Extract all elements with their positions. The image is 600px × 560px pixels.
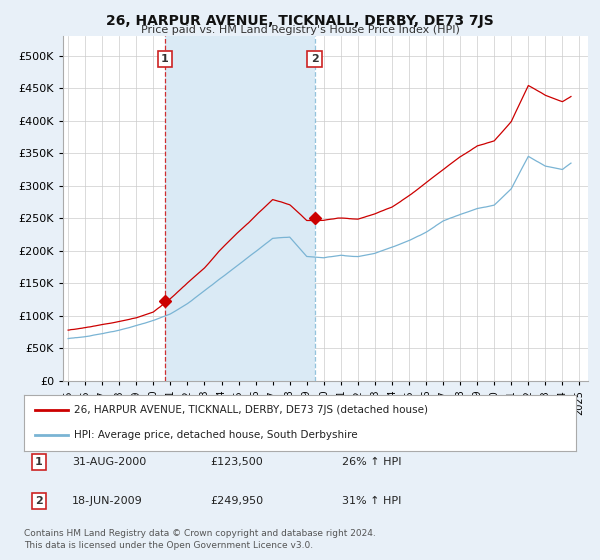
Text: HPI: Average price, detached house, South Derbyshire: HPI: Average price, detached house, Sout… xyxy=(74,430,358,440)
Text: 26, HARPUR AVENUE, TICKNALL, DERBY, DE73 7JS: 26, HARPUR AVENUE, TICKNALL, DERBY, DE73… xyxy=(106,14,494,28)
Text: 2: 2 xyxy=(311,54,319,64)
Text: £123,500: £123,500 xyxy=(210,457,263,467)
Text: 2: 2 xyxy=(35,496,43,506)
Text: Price paid vs. HM Land Registry's House Price Index (HPI): Price paid vs. HM Land Registry's House … xyxy=(140,25,460,35)
Text: £249,950: £249,950 xyxy=(210,496,263,506)
Text: 31-AUG-2000: 31-AUG-2000 xyxy=(72,457,146,467)
Text: 18-JUN-2009: 18-JUN-2009 xyxy=(72,496,143,506)
Text: 31% ↑ HPI: 31% ↑ HPI xyxy=(342,496,401,506)
Text: 1: 1 xyxy=(35,457,43,467)
Bar xyxy=(165,36,314,381)
Text: 1: 1 xyxy=(161,54,169,64)
Text: 26, HARPUR AVENUE, TICKNALL, DERBY, DE73 7JS (detached house): 26, HARPUR AVENUE, TICKNALL, DERBY, DE73… xyxy=(74,405,428,416)
Text: 26% ↑ HPI: 26% ↑ HPI xyxy=(342,457,401,467)
Text: Contains HM Land Registry data © Crown copyright and database right 2024.
This d: Contains HM Land Registry data © Crown c… xyxy=(24,529,376,550)
